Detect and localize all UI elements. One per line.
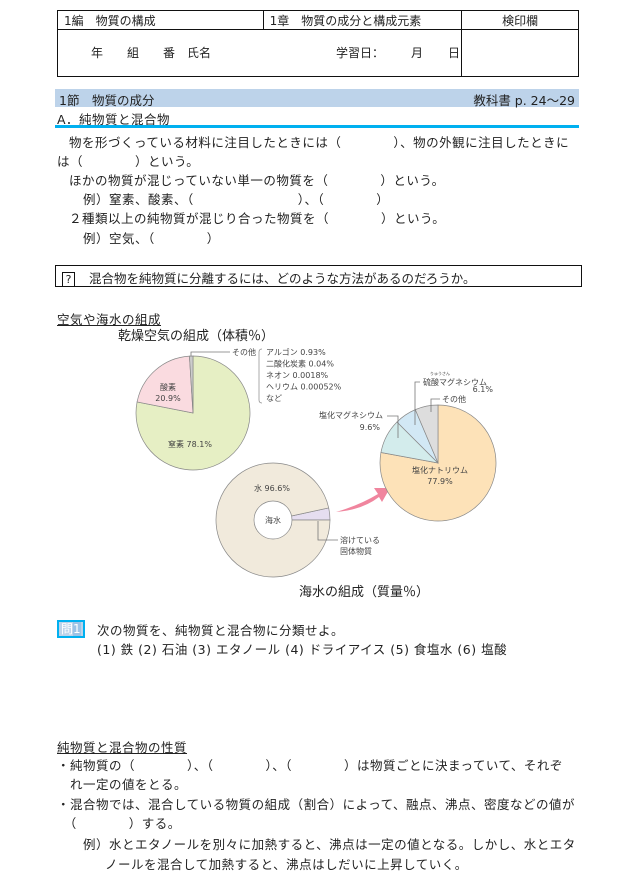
air-chart-title: 乾燥空気の組成（体積％）: [118, 329, 275, 344]
divider: [55, 125, 579, 128]
composition-heading: 空気や海水の組成: [57, 312, 162, 327]
solids-nacl-label: 塩化ナトリウム: [412, 465, 468, 475]
properties-line: （ ）する。: [57, 816, 181, 831]
solids-mgso4-label: 硫酸マグネシウム: [423, 377, 487, 387]
air-other-label: その他: [232, 347, 256, 357]
question-icon: ?: [62, 272, 75, 287]
air-other-leader: [190, 351, 230, 356]
properties-heading: 純物質と混合物の性質: [57, 740, 188, 755]
name-field[interactable]: 年 組 番 氏名: [91, 46, 212, 60]
body-line: は（ ）という。: [57, 154, 200, 169]
seawater-chart-title: 海水の組成（質量％）: [299, 585, 430, 600]
header-table: 1編 物質の構成 1章 物質の成分と構成元素 検印欄 年 組 番 氏名 学習日：…: [56, 10, 579, 77]
seawater-center-label: 海水: [265, 515, 281, 525]
solids-mgcl2-leader: [387, 415, 399, 438]
air-oxygen-label: 酸素: [160, 382, 176, 392]
problem-1-text: 次の物質を、純物質と混合物に分類せよ。: [97, 623, 345, 638]
month-field[interactable]: 月: [411, 46, 424, 60]
air-oxygen-label: 20.9%: [155, 394, 181, 403]
body-line: ２種類以上の純物質が混じり合った物質を（ ）という。: [69, 211, 446, 226]
air-others-bracket: [258, 348, 263, 404]
solids-nacl-label: 77.9%: [427, 477, 453, 486]
solids-mgcl2-value: 9.6%: [360, 423, 381, 432]
air-pie-slice-2: [189, 355, 194, 414]
solids-other-leader: [430, 398, 440, 412]
ruby-text: りゅうさん: [430, 370, 450, 376]
textbook-pages: 教科書 p. 24～29: [473, 93, 575, 108]
seawater-water-label: 水 96.6%: [254, 483, 290, 493]
air-others-item: アルゴン 0.93%: [266, 347, 326, 357]
air-pie-slice-1: [136, 355, 194, 414]
body-line: ほかの物質が混じっていない単一の物質を（ ）という。: [69, 173, 445, 188]
properties-line: ノールを混合して加熱すると、沸点はしだいに上昇していく。: [105, 857, 468, 872]
properties-line: れ一定の値をとる。: [57, 777, 188, 792]
subsection-title: A．純物質と混合物: [57, 112, 171, 127]
air-pie-slice-0: [135, 355, 251, 471]
seawater-center-hole: [253, 500, 293, 540]
air-others-item: など: [266, 394, 282, 403]
arrow-icon: [336, 488, 390, 512]
body-line: 例）空気、（ ）: [83, 231, 220, 246]
question-box: ? 混合物を純物質に分離するには、どのような方法があるのだろうか。: [55, 265, 582, 287]
solids-other-label: その他: [442, 394, 466, 404]
properties-line: ・純物質の（ ）、（ ）、（ ）は物質ごとに決まっていて、それぞ: [57, 758, 563, 773]
badge-number: 1: [73, 622, 81, 636]
section-title: 1節 物質の成分: [59, 93, 155, 108]
air-nitrogen-label: 窒素 78.1%: [168, 439, 212, 449]
date-label: 学習日：: [336, 46, 385, 60]
body-line: 物を形づくっている材料に注目したときには（ ）、物の外観に注目したときに: [69, 135, 570, 150]
solids-mgcl2-label: 塩化マグネシウム: [319, 410, 383, 420]
air-others-item: 二酸化炭素 0.04%: [266, 359, 334, 369]
badge-text: 問: [61, 622, 74, 636]
solids-mgso4-leader: [414, 381, 420, 425]
body-line: 例）窒素、酸素、（ ）、（ ）: [83, 192, 390, 207]
problem-1-items: (1) 鉄 (2) 石油 (3) エタノール (4) ドライアイス (5) 食塩…: [97, 642, 508, 657]
seawater-solids-leader: [317, 521, 338, 541]
air-others-item: ネオン 0.0018%: [266, 371, 329, 380]
properties-line: ・混合物では、混合している物質の組成（割合）によって、融点、沸点、密度などの値が: [57, 797, 576, 812]
properties-line: 例）水とエタノールを別々に加熱すると、沸点は一定の値となる。しかし、水とエタ: [83, 837, 576, 852]
question-text: 混合物を純物質に分離するには、どのような方法があるのだろうか。: [89, 271, 476, 286]
stamp-box: [461, 29, 579, 77]
solids-mgso4-value: 6.1%: [473, 385, 494, 394]
section-bar: 1節 物質の成分 教科書 p. 24～29: [55, 89, 579, 108]
seawater-solids-label: 固体物質: [340, 546, 372, 556]
problem-1-badge: 問1: [57, 620, 85, 638]
day-field[interactable]: 日: [448, 46, 461, 60]
seawater-solids-label: 溶けている: [340, 535, 380, 545]
air-others-item: ヘリウム 0.00052%: [266, 383, 342, 392]
